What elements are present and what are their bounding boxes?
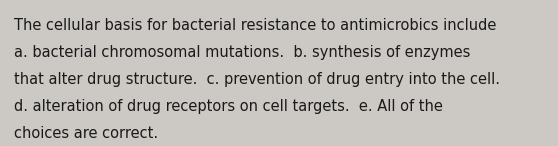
Text: choices are correct.: choices are correct. [14,126,158,141]
Text: that alter drug structure.  c. prevention of drug entry into the cell.: that alter drug structure. c. prevention… [14,72,500,87]
Text: d. alteration of drug receptors on cell targets.  e. All of the: d. alteration of drug receptors on cell … [14,99,443,114]
Text: The cellular basis for bacterial resistance to antimicrobics include: The cellular basis for bacterial resista… [14,18,496,33]
Text: a. bacterial chromosomal mutations.  b. synthesis of enzymes: a. bacterial chromosomal mutations. b. s… [14,45,470,60]
